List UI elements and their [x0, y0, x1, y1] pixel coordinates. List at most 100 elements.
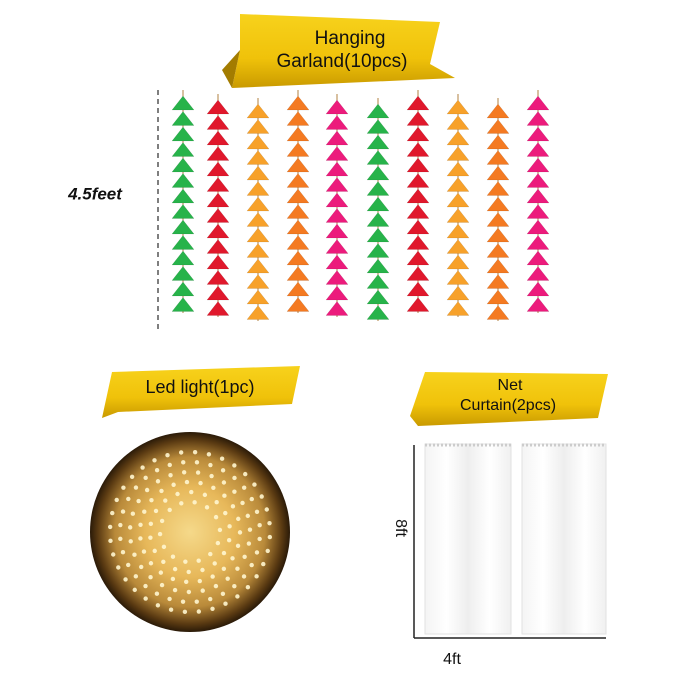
led-bulb: [181, 460, 186, 465]
led-bulb: [133, 485, 139, 490]
garland-flag: [171, 297, 195, 312]
garland-flag: [246, 165, 270, 181]
garland-flag: [286, 219, 310, 235]
garland-flag: [366, 103, 390, 119]
garland-flag: [171, 204, 195, 219]
garland-flag: [486, 103, 510, 119]
led-bulb: [179, 501, 184, 506]
garland-flag: [526, 173, 550, 188]
garland-flag: [446, 192, 470, 208]
led-bulb: [212, 561, 217, 566]
garland-flag: [526, 235, 550, 250]
garland-flag: [286, 250, 310, 266]
led-bulb: [158, 570, 164, 575]
led-bulb: [232, 475, 237, 481]
garland-flag: [286, 173, 310, 188]
led-bulb: [230, 556, 235, 561]
led-bulb: [139, 564, 144, 570]
led-bulb: [221, 480, 227, 485]
garland-flag: [446, 115, 470, 130]
led-bulb: [202, 492, 208, 498]
led-bulb: [198, 480, 203, 486]
garland-flag: [366, 212, 390, 227]
garland-flag: [366, 181, 390, 196]
led-bulb: [159, 582, 165, 588]
led-light: [90, 432, 290, 632]
led-bulb: [236, 516, 241, 522]
led-bulb: [217, 527, 223, 533]
led-bulb: [257, 523, 262, 528]
led-bulb: [247, 527, 253, 532]
led-bulb: [153, 508, 159, 514]
led-bulb: [140, 465, 145, 470]
led-bulb: [235, 594, 240, 599]
garland-flag: [286, 266, 310, 281]
led-bulb: [154, 591, 160, 596]
led-bulb: [254, 574, 259, 579]
garland-flag: [446, 146, 470, 161]
garland-flag: [526, 95, 550, 111]
garland-flag: [246, 196, 270, 212]
led-bulb: [148, 535, 153, 540]
garland-flag: [206, 130, 230, 146]
led-bulb: [127, 525, 133, 530]
led-bulb: [123, 577, 128, 582]
led-bulb: [208, 551, 213, 557]
led-bulb: [197, 578, 202, 584]
led-bulb: [223, 510, 228, 516]
led-bulb: [132, 552, 137, 557]
garland-flag: [325, 239, 349, 254]
garland-flag: [446, 99, 470, 115]
garland-flag: [406, 204, 430, 219]
garland-flag: [171, 250, 195, 266]
garland-flag: [406, 157, 430, 173]
garland-flag: [526, 250, 550, 266]
garland-flag: [446, 254, 470, 270]
garland-flag: [246, 181, 270, 196]
led-bulb: [133, 574, 139, 579]
led-bulb: [226, 538, 232, 543]
garland-flag: [526, 142, 550, 157]
garland-flag: [446, 208, 470, 223]
led-bulb: [154, 468, 160, 473]
led-bulb: [116, 565, 121, 570]
garland-flag: [366, 150, 390, 165]
led-bulbs: [107, 449, 273, 615]
garland-flag: [171, 95, 195, 111]
led-bulb: [252, 482, 257, 487]
led-bulb: [225, 576, 230, 581]
garland-flag: [206, 99, 230, 115]
garland-flag: [206, 239, 230, 254]
led-bulb: [138, 536, 143, 541]
led-bulb: [182, 609, 188, 615]
led-bulb: [186, 589, 192, 595]
garland-flag: [446, 285, 470, 301]
garland-flag: [286, 95, 310, 111]
led-bulb: [194, 460, 200, 465]
led-bulb: [184, 479, 190, 485]
led-bulb: [170, 554, 176, 559]
led-bulb: [227, 524, 232, 529]
curtain-banner: Net Curtain(2pcs): [410, 372, 608, 426]
led-bulb: [167, 462, 172, 468]
garland-flag: [486, 289, 510, 305]
garland-flag: [486, 243, 510, 258]
garland-flag: [526, 188, 550, 204]
led-bulb: [120, 550, 126, 555]
garland-flag: [406, 266, 430, 281]
banner-text: Curtain(2pcs): [460, 397, 556, 414]
garland-flag: [325, 301, 349, 316]
garland-flag: [446, 223, 470, 239]
led-bulb: [235, 566, 240, 571]
led-bulb: [149, 497, 154, 503]
garland-flag: [171, 142, 195, 157]
garland-flag: [206, 208, 230, 223]
garland-flag: [171, 266, 195, 281]
garland-flag: [206, 254, 230, 270]
led-bulb: [107, 524, 113, 530]
garland-flag: [446, 130, 470, 146]
garland-flag: [406, 235, 430, 250]
garland-flag: [486, 227, 510, 243]
garland-flag: [486, 150, 510, 165]
